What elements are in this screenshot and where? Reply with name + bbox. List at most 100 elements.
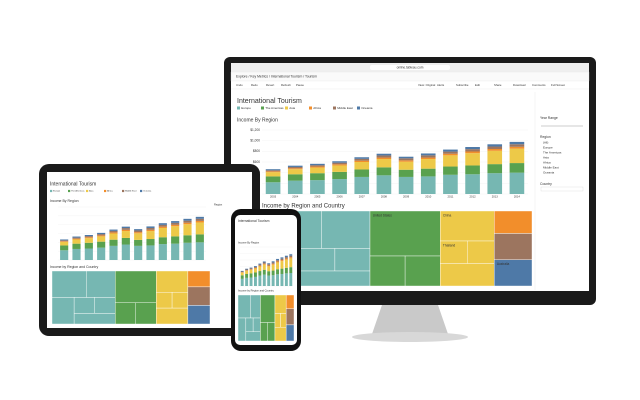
bar-segment bbox=[465, 149, 480, 152]
bar-segment bbox=[398, 156, 414, 159]
toolbar-button[interactable]: Comments bbox=[532, 83, 546, 87]
bar-segment bbox=[487, 173, 503, 194]
toolbar-button[interactable]: Full Screen bbox=[551, 83, 566, 87]
bar-segment bbox=[146, 227, 155, 230]
bar-segment bbox=[72, 238, 81, 240]
bar-segment bbox=[121, 229, 130, 232]
bar-segment bbox=[158, 227, 167, 238]
toolbar-button[interactable]: Edit bbox=[475, 83, 480, 87]
x-tick-label: 2010 bbox=[425, 195, 432, 199]
bar-segment bbox=[171, 226, 180, 237]
legend-swatch bbox=[104, 189, 107, 193]
treemap-label: Australia bbox=[497, 262, 510, 266]
legend-swatch bbox=[309, 106, 312, 110]
bar-segment bbox=[376, 175, 392, 194]
bar-segment bbox=[134, 245, 143, 260]
bar-segment bbox=[376, 159, 392, 168]
filter-option[interactable]: (All) bbox=[543, 140, 548, 144]
bar-segment bbox=[509, 163, 525, 173]
bar-segment bbox=[465, 151, 480, 154]
toolbar-button[interactable]: Alerts bbox=[437, 83, 445, 87]
bar-segment bbox=[195, 218, 204, 221]
bar-segment bbox=[287, 174, 303, 181]
treemap-cell bbox=[467, 240, 495, 264]
bar-segment bbox=[398, 160, 414, 162]
treemap-cell bbox=[440, 210, 495, 242]
bar-segment bbox=[245, 273, 249, 278]
bar-segment bbox=[195, 242, 204, 260]
bar-segment bbox=[487, 150, 503, 165]
bar-segment bbox=[276, 258, 279, 261]
treemap-cell bbox=[267, 322, 276, 342]
bar-segment bbox=[271, 263, 275, 265]
toolbar-button[interactable]: Pause bbox=[296, 83, 304, 87]
bar-segment bbox=[171, 243, 180, 260]
bar-segment bbox=[376, 167, 392, 176]
legend-swatch bbox=[50, 189, 53, 193]
bar-segment bbox=[121, 231, 130, 238]
bar-segment bbox=[134, 230, 143, 233]
treemap-cell bbox=[237, 294, 251, 319]
bar-segment bbox=[420, 176, 436, 194]
toolbar-button[interactable]: Download bbox=[513, 83, 526, 87]
bar-segment bbox=[271, 261, 275, 263]
toolbar-button[interactable]: Share bbox=[494, 83, 502, 87]
app-header bbox=[230, 71, 590, 82]
bar-segment bbox=[240, 270, 244, 272]
treemap-cell bbox=[299, 248, 336, 272]
bar-segment bbox=[443, 155, 458, 167]
bar-segment bbox=[287, 180, 303, 194]
bar-segment bbox=[310, 167, 325, 174]
toolbar-button[interactable]: Revert bbox=[266, 83, 274, 87]
toolbar-button[interactable]: View: Original bbox=[418, 83, 436, 87]
bar-segment bbox=[354, 176, 370, 194]
bar-segment bbox=[254, 266, 257, 267]
treemap-cell bbox=[280, 313, 287, 328]
bar-segment bbox=[258, 264, 262, 266]
treemap-cell bbox=[260, 322, 268, 342]
filter-option[interactable]: The Americas bbox=[543, 150, 562, 154]
legend-label: Asia bbox=[89, 190, 94, 193]
bar-segment bbox=[245, 277, 249, 286]
treemap-cell bbox=[86, 270, 116, 298]
filter-option[interactable]: Africa bbox=[543, 160, 551, 164]
filter-option[interactable]: Oceania bbox=[543, 170, 555, 174]
bar-segment bbox=[265, 176, 281, 183]
bar-segment bbox=[158, 224, 167, 227]
bar-segment bbox=[487, 148, 503, 151]
toolbar-button[interactable]: Refresh bbox=[281, 83, 291, 87]
dashboard-title: International Tourism bbox=[237, 98, 302, 105]
filter-option[interactable]: Europe bbox=[543, 145, 553, 149]
bar-segment bbox=[465, 165, 480, 175]
bar-segment bbox=[183, 242, 192, 260]
treemap-cell bbox=[135, 302, 157, 325]
toolbar-button[interactable]: Subscribe bbox=[456, 83, 469, 87]
filter-option[interactable]: Middle East bbox=[543, 165, 559, 169]
treemap-cell bbox=[252, 317, 261, 333]
bar-segment bbox=[276, 269, 279, 275]
treemap-cell bbox=[440, 263, 495, 287]
bar-segment bbox=[84, 235, 93, 237]
toolbar-button[interactable]: Undo bbox=[236, 83, 243, 87]
bar-segment bbox=[287, 166, 303, 169]
bar-segment bbox=[258, 266, 262, 272]
bar-segment bbox=[171, 224, 180, 227]
treemap-cell bbox=[285, 324, 295, 342]
toolbar-button[interactable]: Redo bbox=[251, 83, 258, 87]
country-dropdown[interactable] bbox=[540, 186, 584, 192]
bar-segment bbox=[332, 161, 347, 163]
bar-segment bbox=[134, 239, 143, 246]
legend-label: Asia bbox=[289, 106, 295, 110]
treemap-cell bbox=[404, 255, 441, 287]
bar-segment bbox=[171, 222, 180, 225]
bar-segment bbox=[146, 231, 155, 240]
bar-segment bbox=[258, 271, 262, 276]
x-tick-label: 2004 bbox=[292, 195, 299, 199]
y-tick-label: $600 bbox=[253, 160, 260, 164]
bar-chart-title: Income By Region bbox=[238, 241, 260, 245]
filter-option[interactable]: Asia bbox=[543, 155, 549, 159]
treemap-cell bbox=[285, 308, 295, 326]
bar-segment bbox=[465, 174, 480, 194]
bar-segment bbox=[183, 220, 192, 223]
bar-segment bbox=[249, 269, 253, 274]
